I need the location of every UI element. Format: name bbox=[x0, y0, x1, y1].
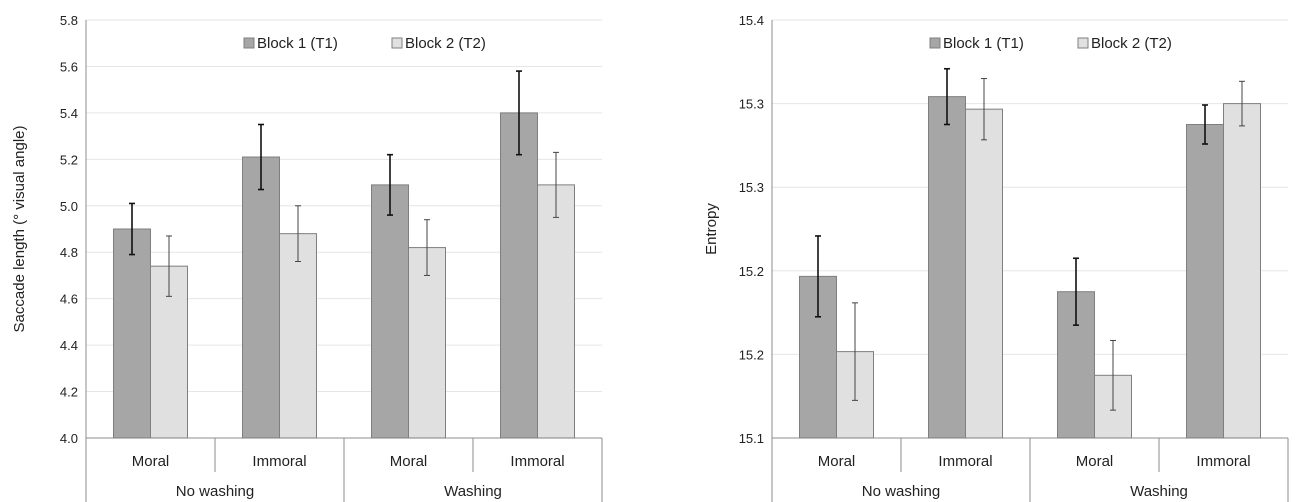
legend-label: Block 1 (T1) bbox=[943, 35, 1024, 52]
bar-block1 bbox=[371, 184, 409, 439]
y-tick-label: 5.4 bbox=[60, 106, 78, 121]
bar-block2 bbox=[965, 108, 1003, 439]
y-tick-label: 4.8 bbox=[60, 245, 78, 260]
x-category-label: Moral bbox=[132, 453, 170, 470]
y-tick-label: 15.4 bbox=[739, 13, 764, 28]
x-category-label: Moral bbox=[818, 453, 856, 470]
legend-swatch bbox=[1077, 37, 1089, 49]
y-tick-label: 4.2 bbox=[60, 385, 78, 400]
y-tick-label: 4.6 bbox=[60, 292, 78, 307]
y-tick-label: 4.4 bbox=[60, 338, 78, 353]
y-tick-label: 15.3 bbox=[739, 97, 764, 112]
y-axis-title: Entropy bbox=[703, 203, 720, 255]
bar-block2 bbox=[1223, 103, 1261, 439]
y-tick-label: 5.2 bbox=[60, 152, 78, 167]
y-tick-label: 15.2 bbox=[739, 264, 764, 279]
bar-block2 bbox=[279, 233, 317, 439]
x-group-label: Washing bbox=[444, 483, 502, 500]
bar-block2 bbox=[408, 247, 446, 439]
bar-block1 bbox=[500, 112, 538, 439]
y-tick-label: 15.1 bbox=[739, 431, 764, 446]
chart-2: 15.1 15.2 15.2 15.3 15.3 15.4 Entropy Moral Immo… bbox=[703, 13, 1289, 502]
chart-1: 4.0 4.2 4.4 4.6 4.8 5.0 5.2 5.4 5.6 5.8 Saccade le… bbox=[11, 13, 603, 502]
legend-swatch bbox=[391, 37, 403, 49]
x-group-label: No washing bbox=[176, 483, 254, 500]
bar-block1 bbox=[113, 228, 151, 439]
y-tick-label: 15.2 bbox=[739, 347, 764, 362]
x-category-label: Immoral bbox=[1196, 453, 1250, 470]
bar-block2 bbox=[537, 184, 575, 439]
x-group-label: Washing bbox=[1130, 483, 1188, 500]
y-tick-label: 5.8 bbox=[60, 13, 78, 28]
x-category-label: Immoral bbox=[252, 453, 306, 470]
legend-swatch bbox=[243, 37, 255, 49]
legend-label: Block 1 (T1) bbox=[257, 35, 338, 52]
x-group-label: No washing bbox=[862, 483, 940, 500]
y-tick-label: 5.0 bbox=[60, 199, 78, 214]
x-category-label: Immoral bbox=[510, 453, 564, 470]
x-category-label: Moral bbox=[390, 453, 428, 470]
x-category-label: Immoral bbox=[938, 453, 992, 470]
x-category-label: Moral bbox=[1076, 453, 1114, 470]
bar-block1 bbox=[928, 96, 966, 439]
y-tick-label: 5.6 bbox=[60, 59, 78, 74]
y-tick-label: 4.0 bbox=[60, 431, 78, 446]
y-tick-label: 15.3 bbox=[739, 180, 764, 195]
y-axis-title: Saccade length (° visual angle) bbox=[11, 126, 28, 333]
bar-block1 bbox=[242, 156, 280, 439]
legend-label: Block 2 (T2) bbox=[405, 35, 486, 52]
bar-block1 bbox=[1186, 124, 1224, 439]
legend-label: Block 2 (T2) bbox=[1091, 35, 1172, 52]
legend-swatch bbox=[929, 37, 941, 49]
